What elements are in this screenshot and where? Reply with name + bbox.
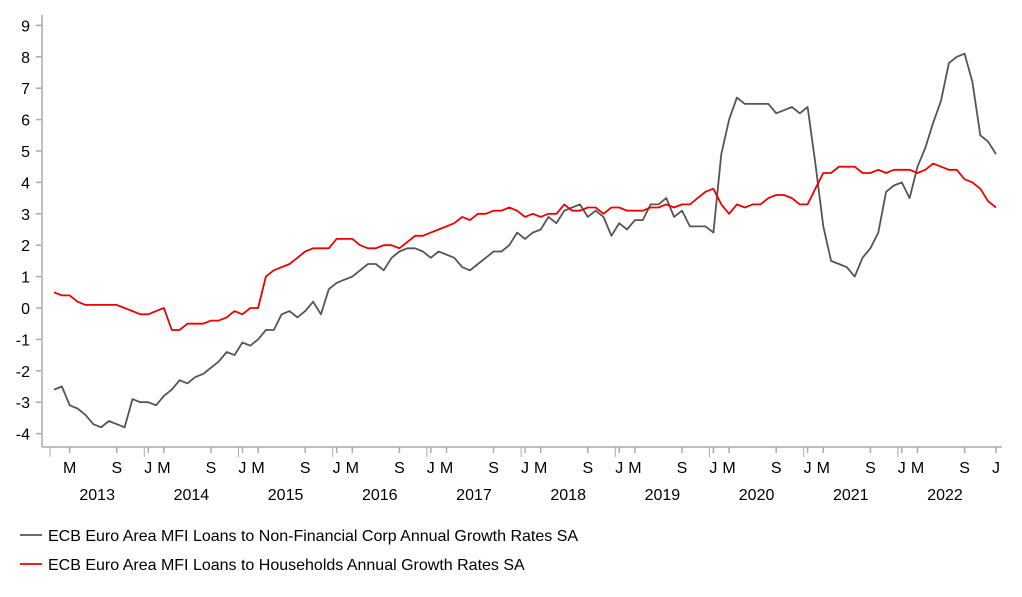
x-tick-label: J xyxy=(992,460,1000,477)
x-tick-label: S xyxy=(394,460,405,477)
x-tick-label: S xyxy=(677,460,688,477)
legend-label: ECB Euro Area MFI Loans to Non-Financial… xyxy=(48,528,578,545)
y-tick-label: 4 xyxy=(21,175,30,192)
x-tick-label: J xyxy=(333,460,341,477)
x-tick-label: S xyxy=(206,460,217,477)
x-tick-label: M xyxy=(251,460,264,477)
y-tick-label: -2 xyxy=(16,364,30,381)
series-line-households xyxy=(53,162,997,331)
year-label: 2013 xyxy=(79,487,115,504)
x-tick-label: J xyxy=(709,460,717,477)
x-tick-label: S xyxy=(300,460,311,477)
x-tick-label: S xyxy=(582,460,593,477)
year-label: 2019 xyxy=(645,487,681,504)
x-tick-label: J xyxy=(521,460,529,477)
x-tick-label: M xyxy=(911,460,924,477)
x-tick-label: S xyxy=(111,460,122,477)
x-tick-label: S xyxy=(488,460,499,477)
year-label: 2022 xyxy=(927,487,963,504)
y-tick-label: 2 xyxy=(21,238,30,255)
year-label: 2018 xyxy=(550,487,586,504)
year-label: 2014 xyxy=(174,487,210,504)
year-label: 2021 xyxy=(833,487,869,504)
x-tick-label: J xyxy=(615,460,623,477)
series-line-non-financial-corp xyxy=(53,52,997,429)
x-tick-label: M xyxy=(628,460,641,477)
x-tick-label: J xyxy=(898,460,906,477)
x-tick-label: M xyxy=(817,460,830,477)
x-tick-label: S xyxy=(865,460,876,477)
x-tick-label: M xyxy=(440,460,453,477)
x-tick-label: J xyxy=(427,460,435,477)
y-tick-label: 8 xyxy=(21,50,30,67)
y-tick-label: 7 xyxy=(21,81,30,98)
x-tick-label: S xyxy=(771,460,782,477)
x-tick-label: M xyxy=(157,460,170,477)
x-tick-label: S xyxy=(959,460,970,477)
y-tick-label: 0 xyxy=(21,301,30,318)
year-label: 2016 xyxy=(362,487,398,504)
series-lines xyxy=(53,52,997,429)
x-tick-label: J xyxy=(238,460,246,477)
x-tick-label: M xyxy=(346,460,359,477)
x-tick-label: J xyxy=(144,460,152,477)
year-label: 2015 xyxy=(268,487,304,504)
x-tick-label: M xyxy=(534,460,547,477)
y-tick-label: 1 xyxy=(21,270,30,287)
y-tick-label: -1 xyxy=(16,332,30,349)
y-tick-label: 9 xyxy=(21,18,30,35)
year-label: 2020 xyxy=(739,487,775,504)
y-tick-label: 6 xyxy=(21,113,30,130)
y-tick-label: 5 xyxy=(21,144,30,161)
x-tick-label: J xyxy=(804,460,812,477)
x-tick-label: M xyxy=(722,460,735,477)
legend: ECB Euro Area MFI Loans to Non-Financial… xyxy=(20,528,578,574)
y-tick-label: -4 xyxy=(16,427,30,444)
y-tick-label: 3 xyxy=(21,207,30,224)
legend-label: ECB Euro Area MFI Loans to Households An… xyxy=(48,557,525,574)
y-tick-label: -3 xyxy=(16,395,30,412)
x-tick-label: M xyxy=(63,460,76,477)
year-label: 2017 xyxy=(456,487,492,504)
